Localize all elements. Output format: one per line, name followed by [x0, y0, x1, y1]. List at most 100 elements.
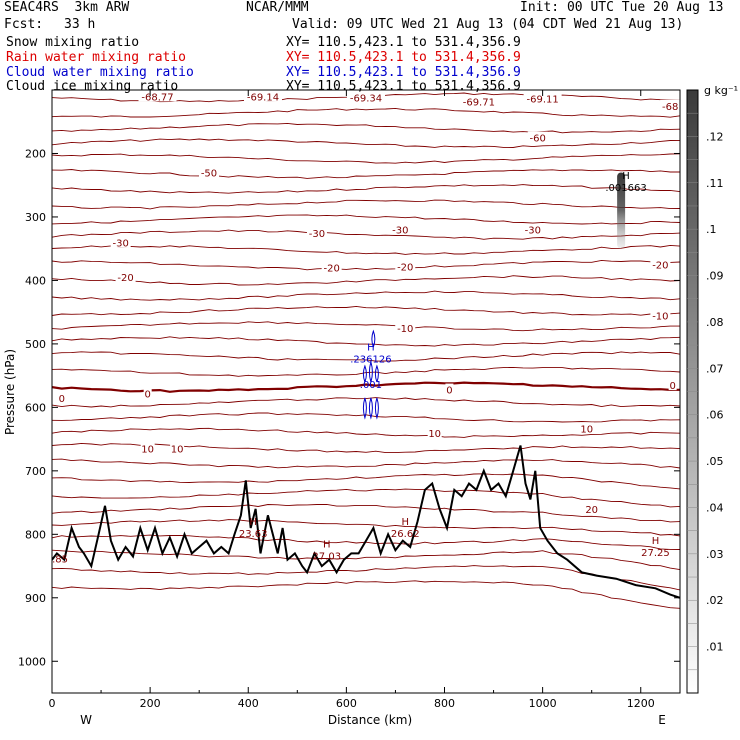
y-tick-label: 900 [25, 592, 46, 605]
colorbar-tick-label: .07 [706, 362, 724, 375]
extremum-mark: H [323, 539, 331, 550]
organization: NCAR/MMM [246, 0, 309, 15]
cloud-water-contour [374, 397, 379, 420]
temperature-contour [52, 427, 680, 438]
temperature-contour-label: 0 [446, 386, 452, 397]
colorbar-tick-label: .11 [706, 177, 724, 190]
temperature-contour-label: 20 [585, 505, 598, 516]
extremum-mark: H [401, 517, 409, 528]
temperature-contour [52, 259, 680, 271]
extremum-mark: H [249, 517, 257, 528]
valid-time: Valid: 09 UTC Wed 21 Aug 13 (04 CDT Wed … [292, 17, 684, 32]
model-name: SEAC4RS 3km ARW [4, 0, 130, 15]
contour-label-bg [321, 261, 342, 273]
y-tick-label: 200 [25, 147, 46, 160]
y-axis-title: Pressure (hPa) [3, 349, 17, 435]
init-time: Init: 00 UTC Tue 20 Aug 13 [520, 0, 724, 15]
extremum-mark: H [622, 171, 630, 182]
temperature-contour-label: 0 [59, 394, 65, 405]
contour-label-bg [660, 99, 680, 111]
temperature-contour [52, 519, 680, 537]
temperature-contour-label: -30 [309, 229, 325, 240]
contour-label-bg [170, 442, 185, 454]
cloud-water-contour [368, 397, 373, 420]
colorbar-tick-label: .12 [706, 130, 724, 143]
colorbar-tick-label: .08 [706, 316, 724, 329]
y-tick-label: 800 [25, 528, 46, 541]
x-tick-label: 0 [49, 697, 56, 710]
temperature-contour-label: -10 [397, 324, 413, 335]
contour-label-bg [57, 391, 66, 403]
contour-label-bg [650, 309, 671, 321]
temperature-contour [52, 184, 680, 194]
temperature-contour [52, 153, 680, 164]
colorbar: g kg⁻¹ .12 .11 .1 .09 .08 .07 .06 .05 .04 .03 .02 .0… [686, 84, 738, 694]
temperature-contour-label: 10 [428, 429, 441, 440]
temperature-contour [52, 138, 680, 148]
colorbar-tick-label: .05 [706, 455, 724, 468]
x-tick-label: 1200 [627, 697, 655, 710]
contour-label-bg [110, 236, 131, 248]
temperature-contour [52, 305, 680, 316]
plot-frame [51, 89, 681, 694]
temperature-contour [52, 442, 680, 454]
field-name-rain: Rain water mixing ratio [6, 50, 187, 65]
extremum-value: .001663 [605, 183, 646, 194]
contour-label-bg [522, 223, 543, 235]
temperature-contour-label: -68.77 [141, 92, 173, 103]
temperature-contour [52, 336, 680, 347]
extremum-value: .001 [360, 380, 382, 391]
contour-label-bg [523, 92, 562, 104]
x-end-label-west: W [80, 713, 92, 727]
y-tick-label: 400 [25, 274, 46, 287]
contour-label-bg [243, 90, 282, 102]
extremum-value: 26.62 [391, 529, 420, 540]
temperature-contour [52, 549, 680, 571]
snow-plume [617, 172, 626, 249]
forecast-hours: 33 h [64, 17, 96, 32]
colorbar-tick-label: .1 [706, 223, 717, 236]
extremum-value: 1.85 [46, 555, 68, 566]
contour-label-bg [395, 260, 416, 272]
x-axis-title: Distance (km) [328, 713, 412, 727]
temperature-contour [52, 503, 680, 523]
temperature-contour-label: 0 [669, 381, 675, 392]
cloud-water-contour [368, 360, 373, 383]
cloud-water-contour [374, 364, 379, 383]
axes: 0 200 400 600 800 1000 12002003004005006007008… [18, 90, 680, 710]
temperature-contour [52, 169, 680, 179]
contour-label-bg [347, 91, 385, 103]
contour-label-bg [138, 90, 177, 102]
temperature-contour-label: -60 [530, 134, 546, 145]
temperature-contour-label: -69.11 [527, 94, 559, 105]
temperature-contour-label: -20 [117, 273, 133, 284]
colorbar-tick-label: .09 [706, 270, 724, 283]
temperature-contour-label: -30 [392, 226, 408, 237]
contour-label-bg [650, 258, 671, 270]
extremum-mark: L [658, 82, 664, 93]
temperature-contour [52, 214, 680, 225]
contour-label-bg [584, 502, 599, 514]
field-name-snow: Snow mixing ratio [6, 35, 140, 50]
contour-label-bg [445, 383, 454, 395]
temperature-contour-label: 10 [171, 445, 184, 456]
temperature-contour [52, 473, 680, 490]
temperature-contour-label: 10 [580, 424, 593, 435]
y-tick-label: 300 [25, 211, 46, 224]
temperature-contour-label: 0 [144, 389, 150, 400]
cloud-water-contour [362, 364, 367, 383]
temperature-contour-label: -50 [201, 169, 217, 180]
temperature-contour [52, 321, 680, 332]
contour-label-bg [579, 422, 594, 434]
temperature-contour [52, 199, 680, 210]
cloud-water-contour [371, 329, 376, 348]
contour-label-bg [199, 166, 219, 178]
temperature-contour [52, 290, 680, 301]
cloud-water-contour [362, 397, 367, 420]
temperature-contour-label: -69.14 [247, 92, 279, 103]
temperature-contour [52, 229, 680, 240]
colorbar-tick-label: .01 [706, 641, 724, 654]
contour-label-bg [115, 271, 136, 283]
extremum-value: 27.03 [312, 551, 341, 562]
temperature-contour-label: -30 [113, 238, 129, 249]
